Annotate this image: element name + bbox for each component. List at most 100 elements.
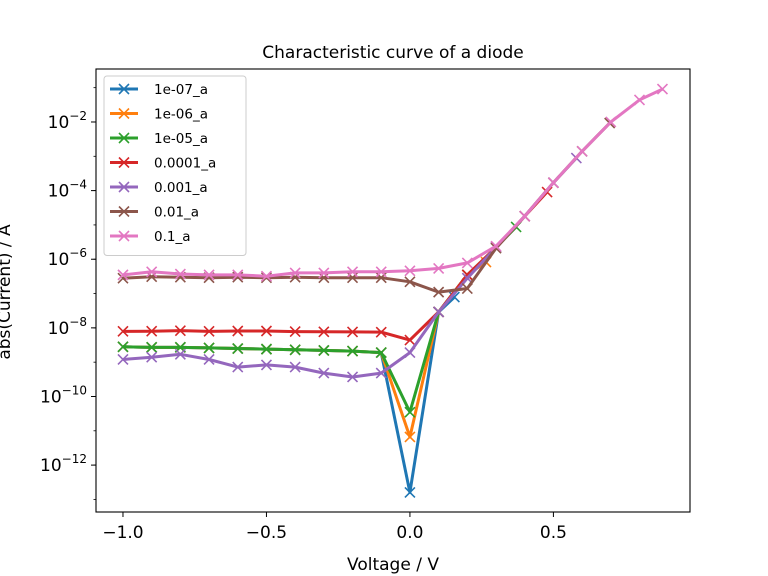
- data-point-0.1_a: [375, 266, 387, 278]
- y-tick-label: 10−8: [48, 315, 87, 339]
- legend-marker: [118, 230, 130, 242]
- data-point-1e-05_a: [404, 406, 416, 418]
- data-point-1e-05_a: [289, 344, 301, 356]
- data-point-0.01_a: [433, 286, 445, 298]
- data-point-0.01_a: [404, 276, 416, 288]
- data-point-0.1_a: [346, 266, 359, 278]
- x-axis-label: Voltage / V: [347, 555, 439, 575]
- legend: 1e-07_a 1e-06_a 1e-05_a 0.0001_a 0.001_a 0.01…: [103, 75, 247, 256]
- legend-label: 0.01_a: [154, 205, 199, 221]
- data-point-0.1_a: [433, 262, 445, 274]
- chart-title: Characteristic curve of a diode: [262, 43, 523, 63]
- data-point-0.001_a: [232, 361, 244, 373]
- data-point-0.1_a: [318, 267, 330, 279]
- data-point-0.001_a: [375, 367, 387, 379]
- data-point-0.001_a: [146, 351, 158, 363]
- data-point-1e-05_a: [232, 342, 244, 355]
- data-point-0.1_a: [519, 210, 531, 222]
- data-point-1e-05_a: [117, 341, 129, 353]
- legend-label: 1e-05_a: [154, 131, 208, 147]
- data-point-0.0001_a: [404, 334, 416, 346]
- data-point-0.0001_a: [146, 325, 158, 337]
- data-point-0.01_a: [461, 282, 473, 295]
- series-0.1_a: [117, 83, 669, 282]
- data-point-1e-07_a: [404, 486, 416, 498]
- data-point-0.0001_a: [318, 326, 330, 338]
- legend-item-0.001_a: 0.001_a: [110, 180, 208, 196]
- data-point-0.1_a: [461, 257, 473, 269]
- data-point-0.1_a: [490, 240, 502, 252]
- data-point-0.001_a: [433, 306, 445, 318]
- y-tick-label: 10−6: [48, 246, 87, 270]
- data-point-0.0001_a: [461, 269, 473, 281]
- legend-marker: [118, 107, 130, 120]
- data-point-0.001_a: [318, 367, 330, 379]
- data-point-0.1_a: [174, 268, 186, 280]
- legend-marker: [118, 132, 130, 144]
- data-point-0.001_a: [346, 371, 359, 383]
- data-point-0.0001_a: [232, 325, 244, 337]
- data-point-1e-05_a: [260, 343, 273, 355]
- legend-item-0.1_a: 0.1_a: [110, 229, 191, 245]
- data-point-0.1_a: [656, 83, 669, 95]
- y-tick-label: 10−2: [48, 109, 87, 133]
- x-tick-label: 0.5: [540, 523, 567, 543]
- legend-label: 0.0001_a: [154, 156, 216, 172]
- data-point-1e-05_a: [346, 345, 359, 357]
- data-point-1e-05_a: [318, 344, 330, 356]
- data-point-0.1_a: [117, 269, 129, 281]
- legend-item-0.01_a: 0.01_a: [110, 205, 199, 221]
- data-point-0.001_a: [174, 348, 186, 360]
- data-point-0.001_a: [260, 359, 273, 371]
- data-point-0.001_a: [404, 347, 416, 359]
- legend-marker: [118, 181, 130, 193]
- data-point-1e-06_a: [404, 431, 416, 443]
- data-point-0.1_a: [260, 270, 273, 282]
- x-tick-label: −1.0: [102, 523, 143, 543]
- y-tick-label: 10−10: [40, 383, 87, 407]
- data-point-0.1_a: [203, 269, 215, 281]
- data-point-1e-05_a: [146, 341, 158, 353]
- y-axis-label: abs(Current) / A: [0, 224, 15, 360]
- legend-marker: [118, 83, 130, 95]
- legend-frame: [103, 75, 247, 256]
- data-point-0.1_a: [605, 116, 617, 128]
- legend-item-1e-05_a: 1e-05_a: [110, 131, 208, 147]
- data-point-0.001_a: [117, 353, 129, 366]
- data-point-0.1_a: [576, 145, 588, 157]
- data-point-0.1_a: [146, 266, 158, 278]
- data-point-0.0001_a: [260, 325, 273, 337]
- data-point-0.1_a: [289, 267, 301, 279]
- data-point-0.1_a: [547, 177, 559, 189]
- y-axis: 10−12 10−10 10−8 10−6 10−4 10−2: [40, 87, 96, 500]
- legend-label: 1e-06_a: [154, 107, 208, 123]
- legend-label: 0.001_a: [154, 180, 208, 196]
- data-point-0.0001_a: [289, 325, 301, 338]
- y-tick-label: 10−12: [40, 452, 87, 476]
- legend-item-0.0001_a: 0.0001_a: [110, 156, 216, 172]
- legend-marker: [118, 156, 130, 169]
- legend-label: 0.1_a: [154, 229, 191, 245]
- series-layer: [117, 83, 669, 498]
- data-point-0.1_a: [404, 265, 416, 277]
- x-axis: −1.0 −0.5 0.0 0.5: [102, 512, 567, 543]
- legend-label: 1e-07_a: [154, 82, 208, 98]
- series-line-0.1_a: [122, 87, 664, 278]
- data-point-0.0001_a: [375, 326, 387, 338]
- data-point-0.0001_a: [346, 326, 359, 338]
- data-point-0.1_a: [232, 269, 244, 281]
- y-tick-label: 10−4: [48, 178, 87, 202]
- data-point-0.001_a: [203, 353, 215, 366]
- data-point-0.0001_a: [203, 325, 215, 337]
- data-point-0.1_a: [633, 94, 646, 106]
- data-point-0.001_a: [289, 361, 301, 373]
- data-point-1e-05_a: [203, 342, 215, 354]
- x-tick-label: −0.5: [246, 523, 287, 543]
- axes-frame: [95, 68, 691, 513]
- legend-marker: [118, 205, 130, 218]
- data-point-1e-05_a: [375, 347, 387, 359]
- legend-item-1e-06_a: 1e-06_a: [110, 107, 208, 123]
- data-point-0.0001_a: [117, 325, 129, 337]
- x-tick-label: 0.0: [396, 523, 423, 543]
